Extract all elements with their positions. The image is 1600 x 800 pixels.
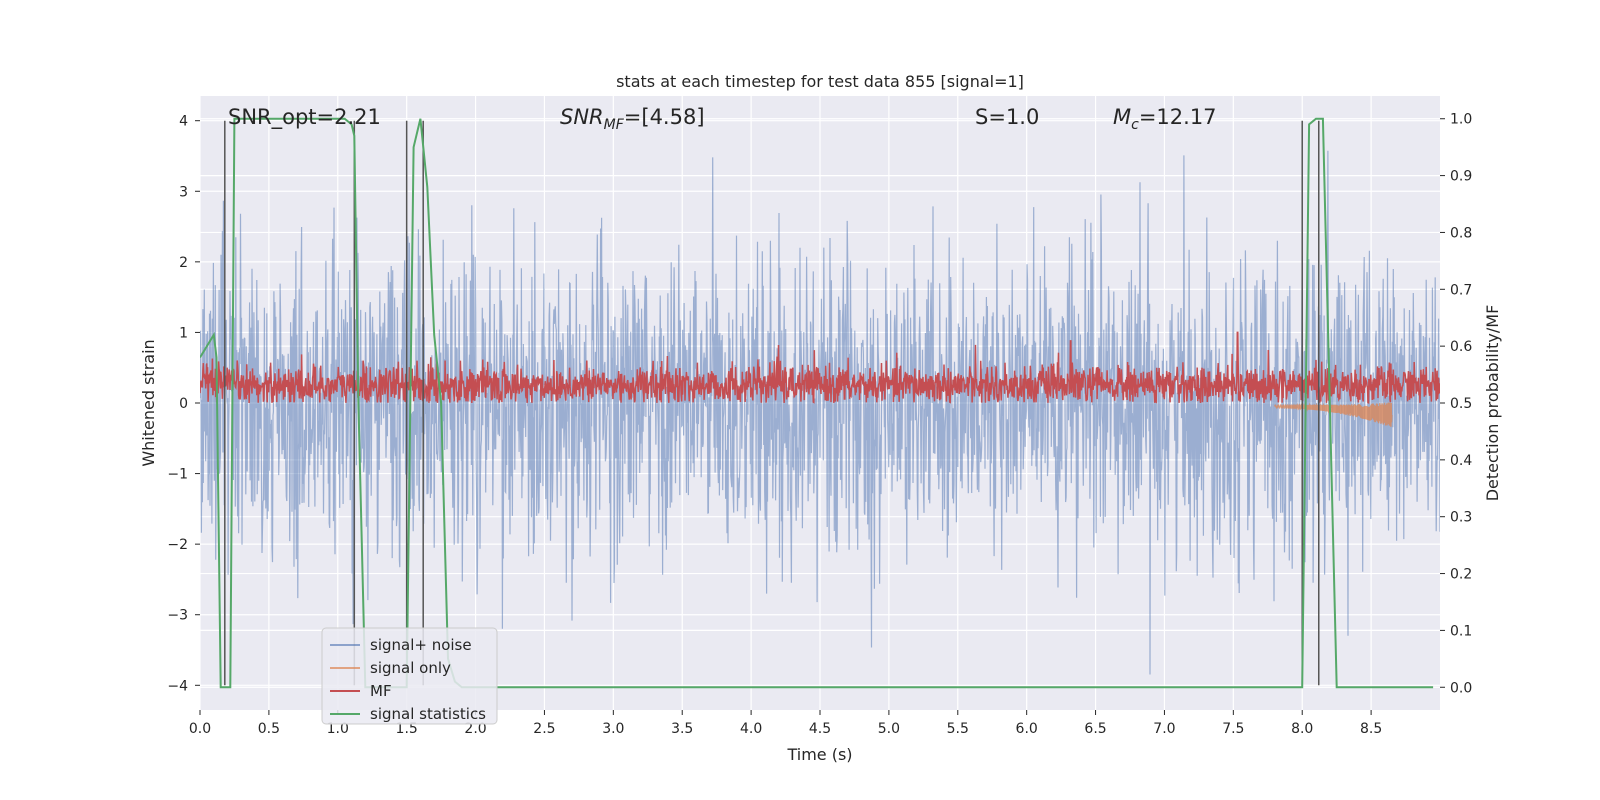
annotation-sub: MF (604, 117, 625, 133)
y-tick-label: 2 (179, 255, 188, 271)
x-tick-label: 0.0 (189, 721, 211, 737)
x-tick-label: 0.5 (258, 721, 280, 737)
x-tick-label: 4.5 (809, 721, 831, 737)
y-right-tick-label: 0.0 (1450, 680, 1472, 696)
y-tick-label: −2 (167, 537, 188, 553)
x-tick-label: 2.0 (464, 721, 486, 737)
y-tick-label: −1 (167, 467, 188, 483)
series-signal-only (1274, 402, 1393, 427)
x-axis-label: Time (s) (786, 745, 852, 764)
x-tick-label: 5.0 (878, 721, 900, 737)
annotation-sub: c (1131, 117, 1139, 133)
x-tick-label: 1.0 (327, 721, 349, 737)
x-tick-label: 8.0 (1291, 721, 1313, 737)
annotation-base: S (975, 105, 988, 129)
annotation: SNRMF=[4.58] (560, 105, 705, 133)
annotation: S=1.0 (975, 105, 1039, 129)
annotation-tail: =[4.58] (624, 105, 705, 129)
y-tick-label: 1 (179, 325, 188, 341)
annotation-tail: =12.17 (1139, 105, 1217, 129)
annotation-tail: =1.0 (988, 105, 1039, 129)
y-tick-label: −3 (167, 608, 188, 624)
y-tick-label: −4 (167, 678, 188, 694)
annotation-base: SNR (560, 105, 604, 129)
y-right-tick-label: 0.8 (1450, 225, 1472, 241)
y-right-tick-label: 0.3 (1450, 510, 1472, 526)
x-tick-label: 1.5 (396, 721, 418, 737)
annotation-base: M (1113, 105, 1131, 129)
x-tick-label: 3.5 (671, 721, 693, 737)
y-right-tick-label: 0.6 (1450, 339, 1472, 355)
x-tick-label: 3.0 (602, 721, 624, 737)
y-right-tick-label: 0.2 (1450, 567, 1472, 583)
legend-label: signal statistics (370, 705, 486, 723)
legend-label: signal+ noise (370, 636, 472, 654)
legend-box (321, 627, 498, 725)
y-tick-label: 3 (179, 184, 188, 200)
annotation-base: SNR_opt=2.21 (228, 105, 381, 130)
y-tick-label: 0 (179, 396, 188, 412)
y-right-tick-label: 0.9 (1450, 169, 1472, 185)
legend-label: MF (370, 682, 392, 700)
y-right-tick-label: 1.0 (1450, 112, 1472, 128)
x-tick-label: 6.5 (1084, 721, 1106, 737)
annotation: SNR_opt=2.21 (228, 105, 381, 130)
y-right-tick-label: 0.7 (1450, 282, 1472, 298)
legend-label: signal only (370, 659, 451, 677)
x-tick-label: 7.0 (1153, 721, 1175, 737)
y-tick-label: 4 (179, 114, 188, 130)
annotation: Mc=12.17 (1113, 105, 1217, 133)
y-right-tick-label: 0.5 (1450, 396, 1472, 412)
y-right-tick-label: 0.4 (1450, 453, 1472, 469)
x-tick-label: 5.5 (947, 721, 969, 737)
y-right-tick-label: 0.1 (1450, 623, 1472, 639)
chart-title: stats at each timestep for test data 855… (616, 72, 1024, 91)
y-right-axis-label: Detection probability/MF (1483, 305, 1502, 502)
x-tick-label: 2.5 (533, 721, 555, 737)
x-tick-label: 8.5 (1360, 721, 1382, 737)
x-tick-label: 4.0 (740, 721, 762, 737)
x-tick-label: 7.5 (1222, 721, 1244, 737)
series-signal-statistics (200, 117, 1434, 689)
x-tick-label: 6.0 (1016, 721, 1038, 737)
y-axis-label: Whitened strain (139, 339, 158, 466)
